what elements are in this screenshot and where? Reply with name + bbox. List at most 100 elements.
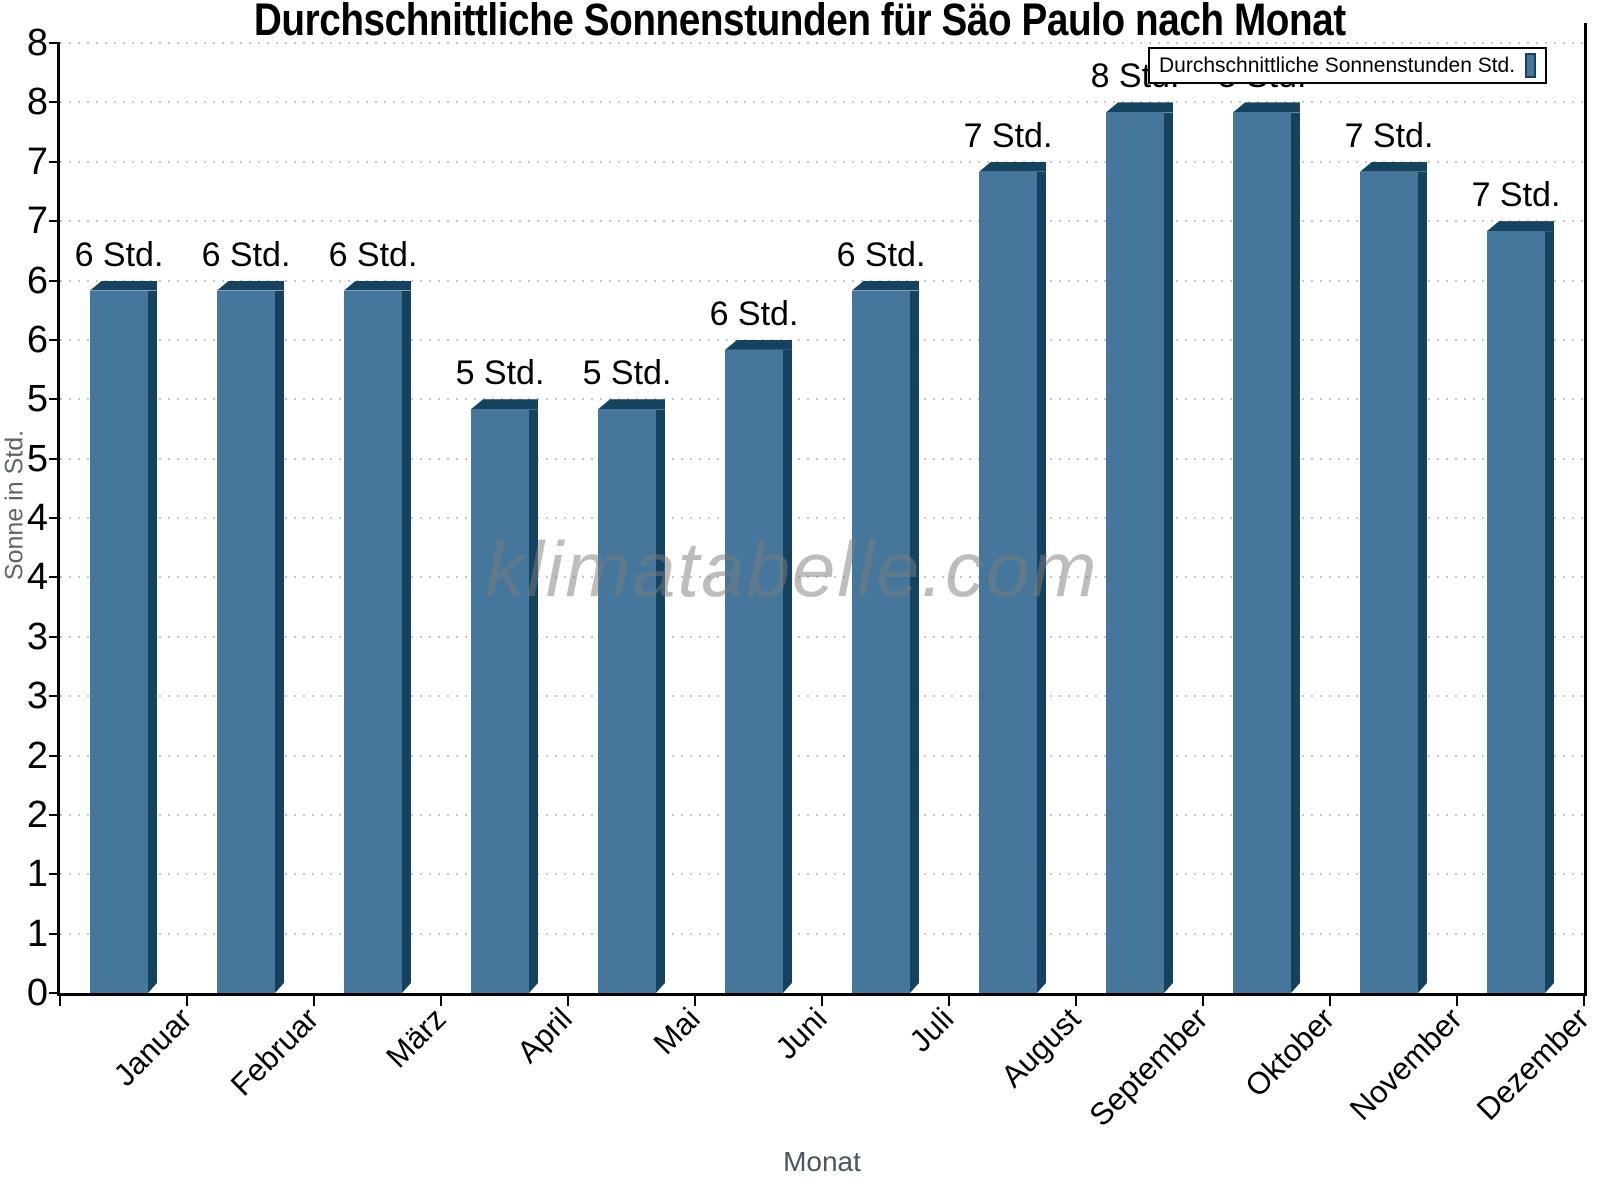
gridline	[60, 873, 1584, 876]
x-tick	[440, 993, 442, 1006]
y-tick-label: 8	[26, 22, 48, 64]
bar-side-shadow	[656, 409, 665, 993]
x-tick	[1329, 993, 1331, 1006]
bar-value-label: 5 Std.	[455, 354, 545, 393]
gridline	[60, 695, 1584, 698]
y-tick	[49, 754, 60, 757]
bar-side-shadow	[1037, 171, 1046, 993]
gridline	[60, 101, 1584, 104]
bar-side-shadow	[402, 290, 411, 993]
bar-top-bevel	[1106, 102, 1173, 113]
bar-top-bevel	[90, 280, 157, 291]
y-tick-label: 6	[26, 259, 48, 302]
x-tick-label-november: November	[1342, 1001, 1469, 1127]
gridline	[60, 517, 1584, 519]
bar	[1360, 171, 1418, 993]
y-tick	[49, 695, 60, 698]
y-tick-label: 3	[26, 615, 48, 658]
bar-side-shadow	[783, 349, 792, 993]
x-tick	[59, 993, 61, 1006]
bar-side-shadow	[1164, 112, 1173, 993]
bar-top-bevel	[1487, 221, 1554, 232]
bar-top-bevel	[598, 399, 665, 410]
x-tick-label-mai: Mai	[646, 1001, 707, 1062]
x-tick-label-juni: Juni	[768, 1001, 834, 1066]
bar-side-shadow	[529, 409, 538, 993]
bar	[344, 290, 402, 993]
bar-top-bevel	[344, 280, 411, 291]
y-tick	[49, 517, 60, 519]
y-tick	[49, 160, 60, 163]
bar-value-label: 5 Std.	[582, 354, 672, 393]
y-tick-label: 2	[26, 793, 48, 836]
y-tick	[49, 576, 60, 579]
x-tick-label-märz: März	[378, 1001, 453, 1075]
gridline	[60, 279, 1584, 282]
gridline	[60, 220, 1584, 223]
bar-side-shadow	[275, 290, 284, 993]
bar-value-label: 7 Std.	[1344, 116, 1434, 155]
y-tick	[49, 873, 60, 876]
y-tick	[49, 42, 60, 44]
gridline	[60, 635, 1584, 638]
y-tick-label: 5	[26, 378, 48, 421]
bar-value-label: 6 Std.	[74, 235, 164, 274]
x-tick	[1456, 993, 1458, 1006]
y-tick-label: 6	[26, 318, 48, 361]
y-tick-label: 5	[26, 437, 48, 480]
x-tick-label-juli: Juli	[902, 1001, 961, 1059]
legend: Durchschnittliche Sonnenstunden Std.	[1148, 47, 1547, 84]
x-tick-label-april: April	[510, 1001, 580, 1070]
bar	[979, 171, 1037, 993]
x-tick-label-dezember: Dezember	[1469, 1001, 1596, 1127]
legend-swatch-icon	[1525, 53, 1536, 78]
bar-side-shadow	[1418, 171, 1427, 993]
x-axis-line	[57, 993, 1587, 996]
y-tick	[49, 992, 60, 994]
bar-value-label: 6 Std.	[836, 235, 926, 274]
gridline	[60, 398, 1584, 401]
y-axis-left-spine	[57, 43, 60, 996]
y-tick	[49, 338, 60, 341]
y-tick-label: 7	[26, 140, 48, 183]
x-tick-label-januar: Januar	[106, 1001, 199, 1093]
bar-top-bevel	[217, 280, 284, 291]
y-tick-label: 1	[26, 912, 48, 955]
y-tick-label: 0	[26, 972, 48, 1014]
x-axis-title: Monat	[783, 1146, 861, 1177]
y-tick-label: 3	[26, 675, 48, 718]
x-tick	[567, 993, 569, 1006]
x-tick	[186, 993, 188, 1006]
bar	[852, 290, 910, 993]
bar-value-label: 6 Std.	[201, 235, 291, 274]
bar	[90, 290, 148, 993]
gridline	[60, 338, 1584, 341]
gridline	[60, 932, 1584, 935]
x-tick	[1075, 993, 1077, 1006]
gridline	[60, 813, 1584, 816]
bar	[471, 409, 529, 993]
y-tick-label: 2	[26, 734, 48, 777]
bar-value-label: 7 Std.	[1471, 176, 1561, 215]
bar-top-bevel	[852, 280, 919, 291]
gridline	[60, 42, 1584, 44]
x-tick	[1202, 993, 1204, 1006]
x-tick	[948, 993, 950, 1006]
bar-top-bevel	[1360, 161, 1427, 172]
gridline	[60, 754, 1584, 757]
bar	[725, 349, 783, 993]
bar	[1233, 112, 1291, 993]
y-axis-right-spine	[1584, 23, 1587, 996]
bar-value-label: 7 Std.	[963, 116, 1053, 155]
x-tick	[821, 993, 823, 1006]
bar-top-bevel	[1233, 102, 1300, 113]
x-tick-label-september: September	[1082, 1001, 1215, 1133]
x-tick-label-oktober: Oktober	[1238, 1001, 1342, 1104]
y-tick	[49, 220, 60, 223]
gridline	[60, 457, 1584, 460]
y-tick	[49, 398, 60, 401]
bar-top-bevel	[471, 399, 538, 410]
chart-title-text: Durchschnittliche Sonnenstunden für Säo …	[254, 0, 1346, 45]
y-tick-label: 7	[26, 200, 48, 243]
y-tick	[49, 101, 60, 104]
